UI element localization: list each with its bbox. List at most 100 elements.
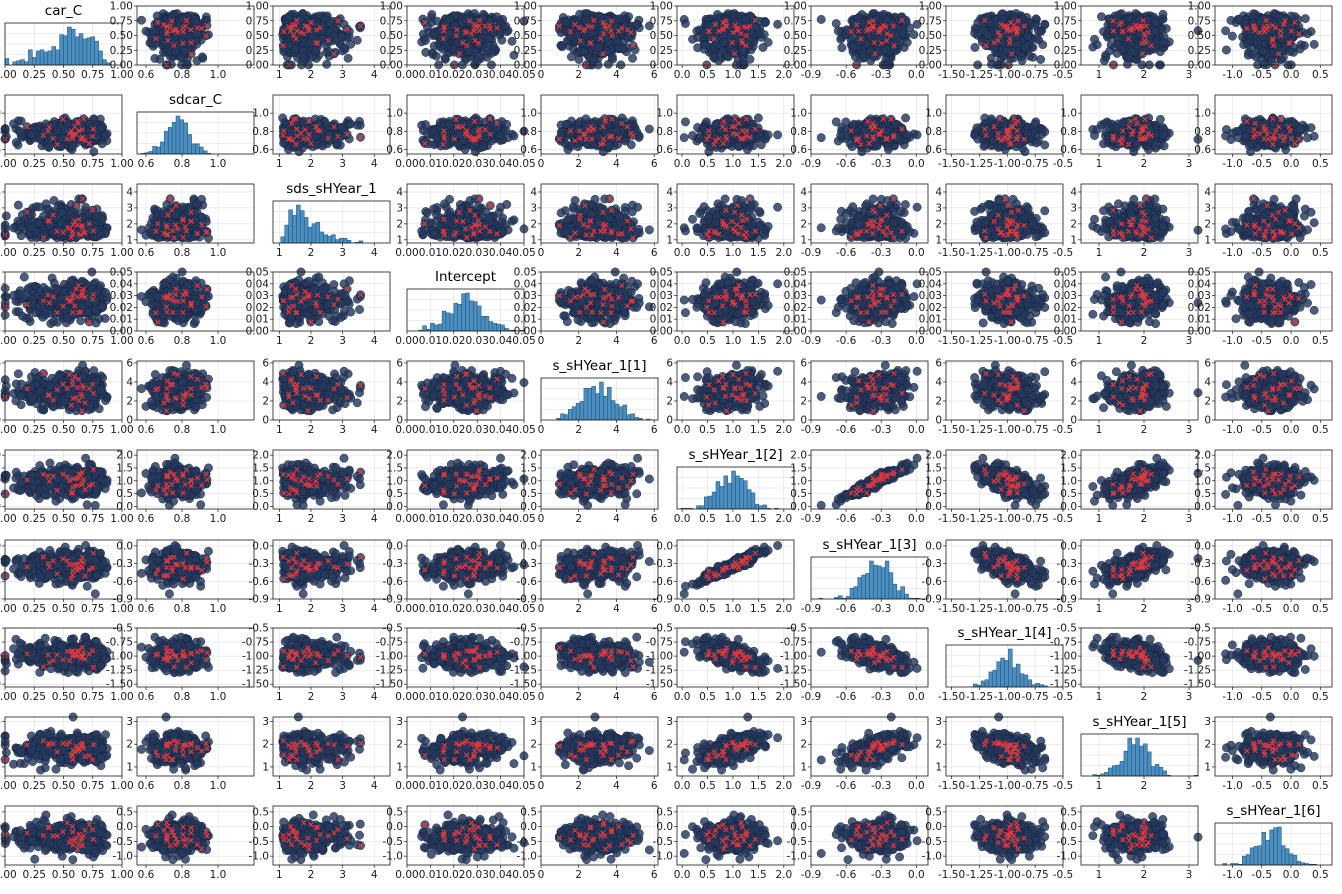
y-tick-label: 0.25	[380, 45, 403, 57]
histogram-bar	[56, 50, 60, 65]
histogram-bar	[32, 57, 36, 65]
histogram-bar	[25, 62, 29, 65]
scatter-point	[299, 53, 307, 61]
x-tick-label: 2	[308, 69, 315, 81]
scatter-point	[604, 60, 612, 68]
scatter-point	[430, 42, 438, 50]
panel-r0-c3: 0.000.250.500.751.000.00 0.01 0.02 0.03 0.04…	[380, 1, 536, 82]
scatter-point	[493, 13, 501, 21]
histogram-bar	[40, 50, 44, 65]
histogram-bar	[87, 38, 91, 65]
scatter-point	[633, 21, 641, 29]
x-tick-label: 0.01	[419, 69, 442, 81]
scatter-point	[171, 47, 179, 55]
scatter-point	[192, 29, 200, 37]
scatter-point	[773, 20, 781, 28]
scatter-point	[587, 28, 595, 36]
scatter-point	[681, 19, 689, 27]
x-tick-label: 0.02	[442, 69, 465, 81]
scatter-point	[479, 15, 487, 23]
scatter-point	[340, 20, 348, 28]
y-tick-label: 0.50	[246, 30, 269, 42]
histogram-bar	[13, 62, 17, 65]
histogram-bar	[71, 29, 75, 65]
scatter-point	[475, 53, 483, 61]
x-tick-label: 1.0	[210, 69, 227, 81]
y-tick-label: 1.00	[246, 1, 269, 13]
y-tick-label: 0.50	[380, 30, 403, 42]
histogram-bar	[36, 51, 40, 65]
scatter-point	[580, 47, 588, 55]
histogram-bar	[103, 60, 107, 65]
y-tick-label: 0.00	[514, 60, 537, 72]
scatter-point	[428, 10, 436, 18]
histogram-bar	[44, 52, 48, 65]
histogram-bar	[52, 47, 56, 65]
scatter-point	[180, 47, 188, 55]
scatter-point	[151, 54, 159, 62]
scatter-point	[628, 54, 636, 62]
scatter-point	[764, 38, 772, 46]
y-tick-label: 0.75	[514, 15, 537, 27]
scatter-point	[688, 35, 696, 43]
x-tick-label: 0.50	[52, 69, 75, 81]
y-tick-label: 1.00	[514, 1, 537, 13]
scatter-point	[198, 53, 206, 61]
x-tick-label: 0.75	[81, 69, 104, 81]
scatter-point	[284, 13, 292, 21]
histogram-bar	[21, 60, 25, 65]
histogram-bar	[17, 61, 21, 65]
y-tick-label: 0.75	[246, 15, 269, 27]
scatter-point	[432, 52, 440, 60]
scatter-point	[462, 15, 470, 23]
y-tick-label: 0.75	[650, 15, 673, 27]
x-tick-label: 0.00	[0, 69, 17, 81]
y-tick-label: 1.00	[650, 1, 673, 13]
histogram-bar	[48, 51, 52, 65]
x-tick-label: 0.6	[138, 69, 155, 81]
x-tick-label: 0.04	[489, 69, 513, 81]
scatter-point	[439, 45, 447, 53]
y-tick-label: 0.25	[650, 45, 673, 57]
x-tick-label: 1.0	[725, 69, 742, 81]
scatter-point	[575, 10, 583, 18]
x-tick-label: 1.5	[750, 69, 767, 81]
x-tick-label: 0.8	[174, 69, 191, 81]
y-tick-label: 0.25	[514, 45, 537, 57]
scatter-point	[567, 53, 575, 61]
scatter-point	[306, 38, 314, 46]
histogram-bar	[75, 37, 79, 65]
scatter-point	[589, 56, 597, 64]
x-tick-label: 0.25	[23, 69, 46, 81]
y-tick-label: 0.00	[650, 60, 673, 72]
x-tick-label: 2	[575, 69, 582, 81]
y-tick-label: 0.50	[514, 30, 537, 42]
scatter-point	[594, 43, 602, 51]
histogram-bar	[95, 41, 99, 65]
histogram-bar	[67, 27, 71, 65]
diag-title: car_C	[45, 3, 82, 19]
y-tick-label: 0.75	[110, 15, 133, 27]
scatter-point	[423, 23, 431, 31]
scatter-point	[739, 47, 747, 55]
scatter-point	[137, 16, 145, 24]
x-tick-label: 1	[276, 69, 283, 81]
scatter-point	[485, 34, 493, 42]
x-tick-label: 0.03	[466, 69, 489, 81]
y-tick-label: 1.00	[380, 1, 403, 13]
panel-r0-c5: 0.000.250.500.751.000.0 0.5 1.0 1.5 2.0	[650, 1, 794, 82]
scatter-point	[322, 60, 330, 68]
histogram-bar	[83, 39, 87, 65]
panel-r0-c2: 0.000.250.500.751.001 2 3 4	[246, 1, 390, 82]
y-tick-label: 0.00	[110, 60, 133, 72]
scatter-point	[202, 16, 210, 24]
scatter-point	[446, 15, 454, 23]
scatter-point	[700, 41, 708, 49]
x-tick-label: 3	[339, 69, 346, 81]
histogram-bar	[79, 34, 83, 65]
histogram-bar	[64, 36, 68, 65]
scatter-point	[483, 53, 491, 61]
scatter-point	[740, 60, 748, 68]
scatter-point	[502, 22, 510, 30]
